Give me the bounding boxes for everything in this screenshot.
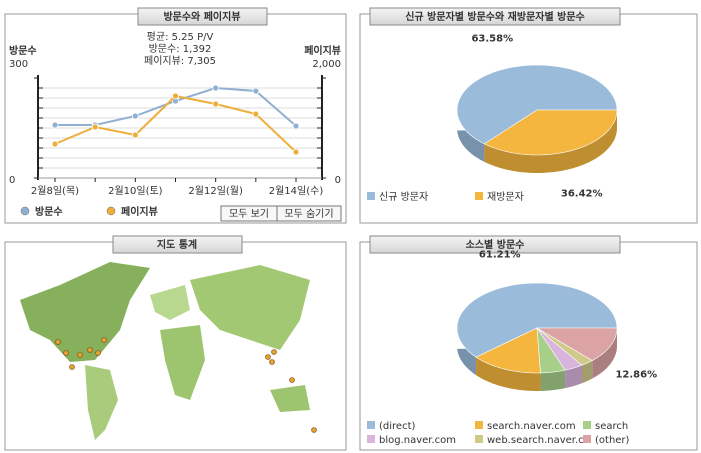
title-bar xyxy=(112,235,243,254)
point xyxy=(172,92,179,100)
map-dot xyxy=(289,377,295,383)
legend-marker xyxy=(475,421,483,429)
value-label: 63.58% xyxy=(471,33,513,44)
map-dot xyxy=(265,354,271,360)
map-dot xyxy=(311,427,317,433)
map-dot xyxy=(63,350,69,356)
value-label: 36.42% xyxy=(561,189,603,200)
point xyxy=(292,148,300,156)
legend-label: 신규 방문자 xyxy=(379,191,428,203)
map-dot xyxy=(101,337,107,343)
land xyxy=(20,262,150,362)
x-tick-label: 2월8일(목) xyxy=(31,185,79,197)
land xyxy=(270,385,310,412)
x-tick-label: 2월12일(월) xyxy=(188,185,243,197)
pie-slice xyxy=(483,109,618,156)
pie-side xyxy=(540,370,566,391)
legend-label: blog.naver.com xyxy=(379,435,456,446)
point xyxy=(91,123,99,131)
map-dot xyxy=(77,352,83,358)
pie-slice xyxy=(456,282,618,358)
pie-slice xyxy=(475,327,541,374)
y2-tick-label: 0 xyxy=(335,175,341,186)
point xyxy=(252,87,260,95)
button-label[interactable]: 모두 보기 xyxy=(229,208,269,220)
legend-label: 페이지뷰 xyxy=(121,205,158,218)
map-dot xyxy=(87,347,93,353)
point xyxy=(252,110,260,118)
legend-marker xyxy=(367,192,375,200)
pie-slice xyxy=(536,327,593,366)
button[interactable] xyxy=(276,205,342,222)
panel-title: 지도 통계 xyxy=(157,238,197,251)
map-dot xyxy=(55,339,61,345)
point xyxy=(212,84,220,92)
value-label: 61.21% xyxy=(479,249,521,260)
summary: 페이지뷰: 7,305 xyxy=(144,55,216,67)
legend-marker xyxy=(367,435,375,443)
legend-marker xyxy=(583,421,591,429)
y-tick-label: 300 xyxy=(9,59,28,70)
legend-marker xyxy=(20,206,30,216)
y2-tick-label: 2,000 xyxy=(312,59,341,70)
legend-marker xyxy=(475,192,483,200)
point xyxy=(212,100,220,108)
land xyxy=(160,325,205,400)
legend-label: 재방문자 xyxy=(487,191,524,203)
point xyxy=(131,131,139,139)
panel-title: 방문수와 페이지뷰 xyxy=(163,10,240,23)
value-label: 12.86% xyxy=(615,369,657,380)
pie-slice xyxy=(456,64,618,145)
panel-title: 신규 방문자별 방문수와 재방문자별 방문수 xyxy=(405,10,585,23)
legend-marker xyxy=(367,421,375,429)
land xyxy=(150,285,190,320)
point xyxy=(131,112,139,120)
legend-marker xyxy=(106,206,116,216)
title-bar xyxy=(137,7,268,26)
point xyxy=(51,140,59,148)
pie-side xyxy=(484,110,617,173)
panel-title: 소스별 방문수 xyxy=(466,238,525,251)
legend-label: 방문수 xyxy=(35,205,63,218)
map-dot xyxy=(269,359,275,365)
pie-slice xyxy=(536,326,566,374)
pie-side xyxy=(565,365,583,389)
legend-marker xyxy=(475,435,483,443)
x-tick-label: 2월10일(토) xyxy=(108,185,163,197)
map xyxy=(12,258,340,444)
legend-label: (direct) xyxy=(379,421,415,432)
legend-label: search xyxy=(595,421,628,432)
button-label[interactable]: 모두 숨기기 xyxy=(284,208,333,220)
pie-slice xyxy=(536,327,583,371)
land xyxy=(85,365,118,440)
point xyxy=(292,122,300,130)
pie-slice xyxy=(535,327,618,361)
legend-label: search.naver.com xyxy=(487,421,576,432)
pie-side xyxy=(582,360,593,384)
summary: 방문수: 1,392 xyxy=(149,43,212,55)
x-tick-label: 2월14일(수) xyxy=(269,185,324,197)
title-bar xyxy=(369,7,621,26)
land xyxy=(190,265,310,350)
map-dot xyxy=(271,349,277,355)
map-dot xyxy=(69,364,75,370)
y-tick-label: 0 xyxy=(9,175,15,186)
point xyxy=(51,121,59,129)
summary: 평균: 5.25 P/V xyxy=(147,31,214,43)
pie-side xyxy=(476,357,541,391)
title-bar xyxy=(369,235,621,254)
y-axis-label: 방문수 xyxy=(9,44,37,57)
map-dot xyxy=(95,350,101,356)
legend-label: (other) xyxy=(595,435,630,446)
y2-axis-label: 페이지뷰 xyxy=(304,44,341,57)
legend-marker xyxy=(583,435,591,443)
legend-label: web.search.naver.c xyxy=(487,435,584,446)
pie-side xyxy=(592,328,617,379)
